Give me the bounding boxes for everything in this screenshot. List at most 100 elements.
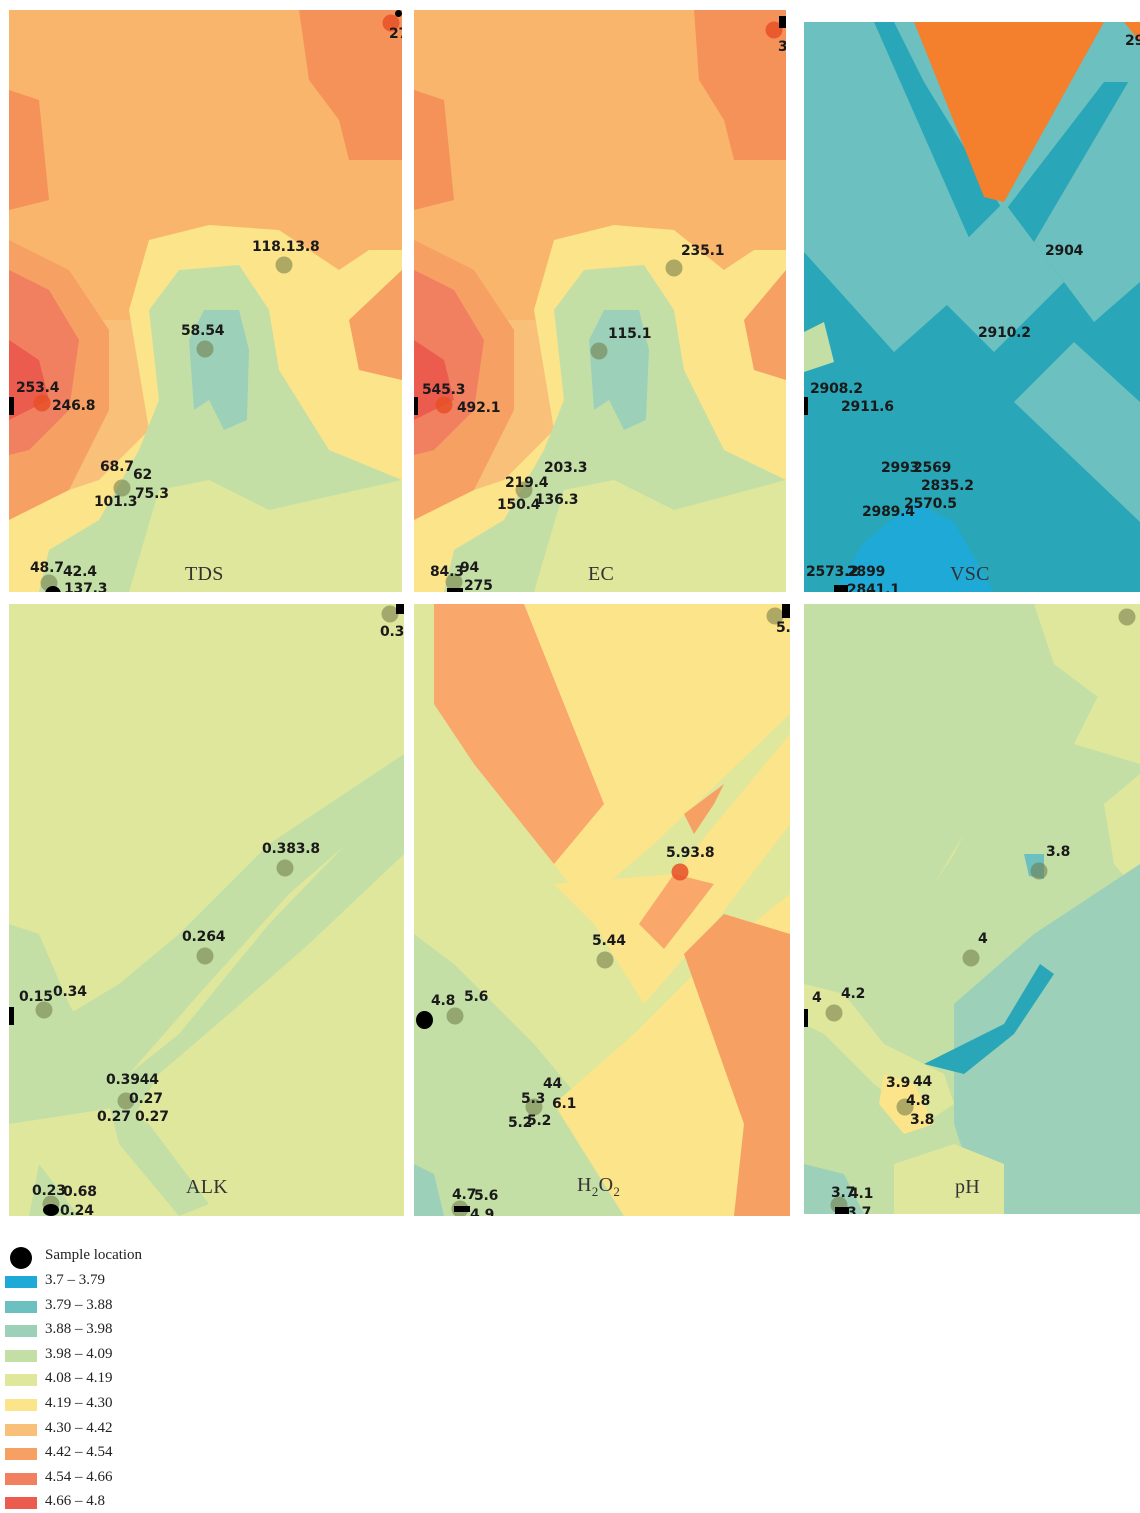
legend-class-label: 4.08 – 4.19 [45, 1370, 113, 1387]
alk-label: 0.264 [182, 929, 226, 945]
map-panel-ec: 235.1 115.1 545.3 492.1 203.3 219.4 150.… [414, 10, 786, 592]
legend-class-label: 3.79 – 3.88 [45, 1296, 113, 1313]
ph-label: 4.8 [906, 1093, 931, 1109]
panel-title-h2o2: H2O2 [577, 1174, 621, 1199]
legend-class-label: 3.98 – 4.09 [45, 1345, 113, 1362]
map-panel-vsc: 2904 2910.2 2908.2 2911.6 2993 2569 2835… [804, 22, 1140, 592]
ec-label: 275 [464, 578, 493, 592]
tds-label: 101.3 [94, 494, 138, 510]
alk-label: 0.34 [53, 984, 87, 1000]
vsc-label: 2908.2 [810, 381, 863, 397]
vsc-label: 29 [1125, 33, 1140, 49]
alk-label: 0.68 [63, 1184, 97, 1200]
ph-label: 4.1 [849, 1186, 874, 1202]
alk-label: 0.24 [60, 1203, 94, 1216]
alk-label: 0.27 [129, 1091, 163, 1107]
tds-label: 58.54 [181, 323, 225, 339]
ec-label: 492.1 [457, 400, 501, 416]
vsc-label: 2993 [881, 460, 920, 476]
h2o2-label: 4.9 [470, 1207, 495, 1216]
map-panel-h2o2: 5.93.8 5.44 4.8 5.6 44 5.3 6.1 5.2 5.2 4… [414, 604, 790, 1216]
sample-location-icon [10, 1247, 32, 1269]
vsc-label: 2904 [1045, 243, 1084, 259]
legend-swatch [5, 1349, 37, 1362]
h2o2-label: 44 [543, 1076, 563, 1092]
tds-label: 42.4 [63, 564, 97, 580]
ph-label: 4 [812, 990, 822, 1006]
tds-label: 48.7 [30, 560, 64, 576]
panel-title-ph: pH [955, 1176, 981, 1198]
legend-class-label: 4.66 – 4.8 [45, 1493, 105, 1510]
vsc-label: 2835.2 [921, 478, 974, 494]
legend-swatch [5, 1276, 37, 1288]
h2o2-label: 5.3 [521, 1091, 546, 1107]
ec-label: 150.4 [497, 497, 541, 513]
vsc-map-surface [804, 22, 1140, 592]
vsc-label: 2911.6 [841, 399, 894, 415]
legend-swatch [5, 1325, 37, 1338]
h2o2-label: 5.2 [508, 1115, 533, 1131]
alk-label: 0.3944 [106, 1072, 159, 1088]
alk-map-surface [9, 604, 404, 1216]
legend-class-label: 4.54 – 4.66 [45, 1468, 113, 1485]
ec-map-surface [414, 10, 786, 592]
alk-label: 0.15 [19, 989, 53, 1005]
tds-label: 68.7 [100, 459, 134, 475]
vsc-label: 2573.2 [806, 564, 859, 580]
ph-label: 3.7 [831, 1185, 856, 1201]
ph-label: 3.7 [847, 1205, 872, 1214]
legend-swatch [5, 1300, 37, 1313]
ph-label: 4 [978, 931, 988, 947]
ec-label: 136.3 [535, 492, 579, 508]
legend-swatch [5, 1399, 37, 1411]
alk-label: 0.39 [380, 624, 404, 640]
tds-label: 27( [389, 26, 402, 42]
h2o2-label: 5.93.8 [666, 845, 715, 861]
legend-swatch [5, 1472, 37, 1485]
h2o2-label: 5.6 [474, 1188, 499, 1204]
tds-label: 246.8 [52, 398, 96, 414]
ec-label: 235.1 [681, 243, 725, 259]
tds-label: 253.4 [16, 380, 60, 396]
vsc-label: 2989.4 [862, 504, 915, 520]
panel-title-alk: ALK [186, 1176, 229, 1198]
legend-swatch [5, 1374, 37, 1387]
ph-label: 3.8 [910, 1112, 935, 1128]
alk-label: 0.383.8 [262, 841, 320, 857]
ph-map-surface [804, 604, 1140, 1214]
map-panel-ph: 3.8 4 4 4.2 3.9 44 4.8 3.8 3.7 4.1 3.7 p… [804, 604, 1140, 1214]
h2o2-label: 6.1 [552, 1096, 577, 1112]
alk-label: 0.27 [135, 1109, 169, 1125]
legend-class-label: 4.19 – 4.30 [45, 1395, 113, 1411]
tds-label: 137.3 [64, 581, 108, 592]
vsc-label: 2569 [913, 460, 952, 476]
legend-swatch [5, 1497, 37, 1510]
ec-label: 219.4 [505, 475, 549, 491]
alk-label: 0.23 [32, 1183, 66, 1199]
legend-class-label: 4.30 – 4.42 [45, 1419, 113, 1436]
legend-class-label: 3.88 – 3.98 [45, 1321, 113, 1338]
ph-label: 3.9 [886, 1075, 911, 1091]
panel-title-vsc: VSC [950, 563, 990, 585]
vsc-label: 2910.2 [978, 325, 1031, 341]
ph-label: 3.8 [1046, 844, 1071, 860]
legend-label: Sample location [45, 1247, 143, 1263]
ec-label: 39 [778, 39, 786, 55]
map-panel-alk: 0.383.8 0.264 0.15 0.34 0.3944 0.27 0.27… [9, 604, 404, 1216]
legend-class-label: 3.7 – 3.79 [45, 1272, 105, 1288]
tds-label: 118.13.8 [252, 239, 320, 255]
legend-swatch [5, 1423, 37, 1436]
ec-label: 545.3 [422, 382, 466, 398]
ec-label: 115.1 [608, 326, 652, 342]
ec-label: 94 [460, 560, 480, 576]
h2o2-label: 5.44 [592, 933, 626, 949]
legend-class-label: 4.42 – 4.54 [45, 1444, 113, 1461]
h2o2-label: 5.6 [464, 989, 489, 1005]
h2o2-label: 5.4 [776, 620, 790, 636]
vsc-label: 2841.1 [847, 582, 900, 592]
ph-label: 44 [913, 1074, 933, 1090]
map-panel-tds: 118.13.8 58.54 253.4 246.8 68.7 62 101.3… [9, 10, 402, 592]
tds-label: 62 [133, 467, 153, 483]
h2o2-label: 4.7 [452, 1187, 477, 1203]
panel-title-tds: TDS [185, 563, 224, 585]
